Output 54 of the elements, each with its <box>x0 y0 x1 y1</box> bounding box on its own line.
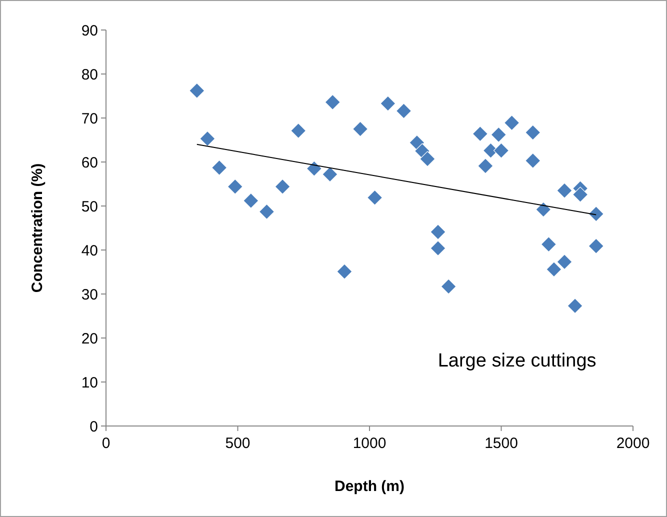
point <box>478 158 494 174</box>
y-tick-label: 90 <box>81 22 98 40</box>
y-tick-label: 20 <box>81 330 98 348</box>
point <box>212 160 228 176</box>
point <box>525 124 541 140</box>
point <box>588 206 604 222</box>
point <box>493 142 510 158</box>
point <box>572 186 588 202</box>
point <box>536 202 552 218</box>
point <box>336 264 352 280</box>
x-tick-label: 500 <box>225 435 250 452</box>
point <box>366 190 383 206</box>
y-tick-label: 10 <box>81 374 98 392</box>
y-tick-label: 0 <box>90 418 98 436</box>
point <box>546 262 562 278</box>
x-tick-label: 0 <box>102 435 110 452</box>
point <box>352 121 368 137</box>
point <box>472 126 488 142</box>
x-tick-label: 2000 <box>616 435 650 452</box>
point <box>490 126 506 143</box>
point <box>306 160 322 176</box>
y-tick-label: 60 <box>81 154 98 172</box>
annotation: Large size cuttings <box>438 350 596 372</box>
point <box>556 254 572 270</box>
point <box>556 182 572 198</box>
point <box>430 224 446 240</box>
point <box>567 298 583 314</box>
point <box>290 122 306 139</box>
x-axis-title: Depth (m) <box>334 478 404 495</box>
point <box>396 103 412 119</box>
y-tick-label: 70 <box>81 110 98 128</box>
x-tick-label: 1500 <box>484 435 518 452</box>
point <box>324 94 340 110</box>
point <box>274 178 290 194</box>
y-tick-label: 30 <box>81 286 98 304</box>
point <box>420 151 436 167</box>
point <box>227 178 243 194</box>
y-axis-title: Concentration (%) <box>29 163 46 293</box>
point <box>440 278 456 294</box>
point <box>189 82 205 99</box>
y-tick-label: 80 <box>81 66 98 84</box>
point <box>243 192 259 209</box>
point <box>540 236 556 252</box>
y-tick-label: 50 <box>81 198 98 216</box>
point <box>258 204 275 220</box>
point <box>430 240 446 256</box>
point <box>380 96 396 112</box>
point <box>200 130 216 146</box>
y-tick-label: 40 <box>81 242 98 260</box>
point <box>525 152 541 168</box>
x-tick-label: 1000 <box>352 435 386 452</box>
point <box>504 115 520 131</box>
point <box>322 166 338 182</box>
point <box>588 238 604 254</box>
